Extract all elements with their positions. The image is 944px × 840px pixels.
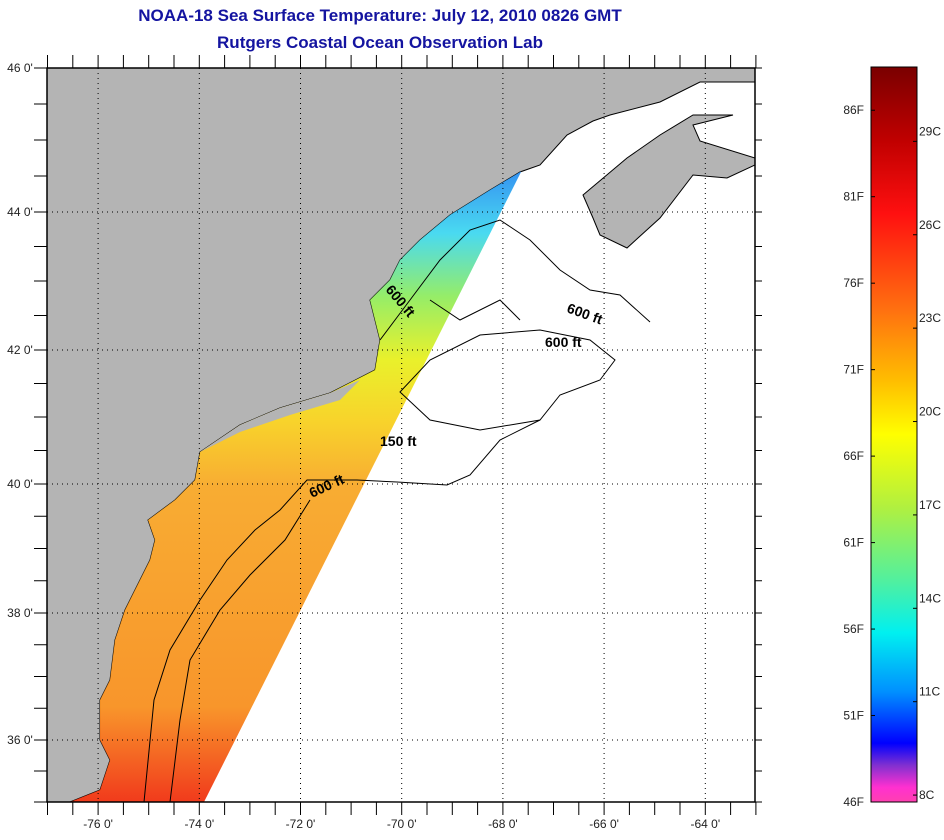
colorbar-label-f: 71F	[843, 363, 864, 377]
gridlines	[47, 68, 755, 802]
lon-tick-label: -70 0'	[387, 817, 417, 831]
colorbar-label-f: 86F	[843, 103, 864, 117]
nova-scotia	[582, 114, 755, 249]
colorbar-label-f: 56F	[843, 622, 864, 636]
colorbar-label-c: 8C	[919, 788, 935, 802]
colorbar-label-c: 26C	[919, 218, 941, 232]
lon-tick-label: -72 0'	[286, 817, 316, 831]
colorbar-label-f: 81F	[843, 190, 864, 204]
lon-tick-label: -76 0'	[83, 817, 113, 831]
colorbar	[870, 66, 918, 803]
lat-tick-label: 36 0'	[7, 733, 33, 747]
colorbar-label-c: 29C	[919, 124, 941, 138]
lat-tick-label: 42 0'	[7, 343, 33, 357]
lon-tick-label: -68 0'	[488, 817, 518, 831]
colorbar-label-c: 20C	[919, 405, 941, 419]
colorbar-label-c: 11C	[919, 685, 940, 699]
lat-tick-label: 38 0'	[7, 606, 33, 620]
colorbar-label-c: 23C	[919, 311, 941, 325]
contour-label-150ft: 150 ft	[380, 433, 417, 449]
long-island	[200, 380, 360, 452]
colorbar-label-f: 76F	[843, 276, 864, 290]
map-subtitle: Rutgers Coastal Ocean Observation Lab	[217, 33, 543, 52]
lat-tick-label: 46 0'	[7, 61, 33, 75]
colorbar-label-c: 17C	[919, 498, 941, 512]
colorbar-label-f: 51F	[843, 709, 864, 723]
map-frame	[46, 67, 756, 803]
colorbar-label-c: 14C	[919, 591, 941, 605]
contour-label-600ft-georges-bank: 600 ft	[545, 334, 582, 350]
bathymetry-contours	[143, 219, 651, 802]
colorbar-label-f: 61F	[843, 536, 864, 550]
lon-tick-label: -64 0'	[690, 817, 720, 831]
lat-tick-label: 40 0'	[7, 477, 33, 491]
lat-tick-label: 44 0'	[7, 205, 33, 219]
lon-tick-label: -74 0'	[184, 817, 214, 831]
colorbar-label-f: 46F	[843, 795, 864, 809]
axis-ticks	[34, 55, 762, 815]
colorbar-label-f: 66F	[843, 449, 864, 463]
lon-tick-label: -66 0'	[589, 817, 619, 831]
map-title: NOAA-18 Sea Surface Temperature: July 12…	[138, 6, 622, 25]
